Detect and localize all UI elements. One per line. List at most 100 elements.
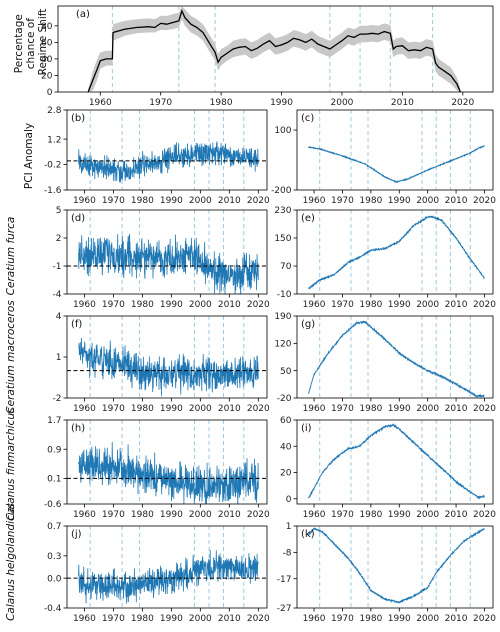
y-tick-label: 230 — [274, 206, 291, 216]
panel-j-ylabel: Calanus helgolandicus — [5, 503, 17, 621]
y-tick-label: 0.1 — [47, 475, 61, 485]
x-tick-label: 1970 — [331, 510, 354, 520]
x-tick-label: 1990 — [160, 196, 183, 206]
panel-a-ylabel: Percentage chance of Regime Shift — [13, 9, 49, 76]
y-tick-label: 80 — [41, 22, 53, 32]
panel-k: 1960 1970 1980 1990 2000 2010 2020 -27 -17 -8 1 (k) — [277, 522, 496, 624]
x-tick-label: 2000 — [189, 300, 212, 310]
y-tick-label: -2 — [53, 394, 62, 404]
panel-f-plot-area — [67, 316, 267, 398]
panel-i: 1960 1970 1980 1990 2000 2010 2020 0 20 40 60 (i) — [280, 416, 496, 520]
y-tick-label: 0 — [286, 495, 292, 505]
anomaly-series-line — [78, 233, 259, 294]
y-tick-label: 1.7 — [47, 416, 61, 426]
x-tick-label: 1970 — [331, 300, 354, 310]
panel-f-ylabel: Ceratium macroceros — [5, 300, 17, 414]
anomaly-series-line — [78, 441, 259, 504]
x-tick-label: 1990 — [388, 300, 411, 310]
x-tick-label: 2010 — [218, 300, 241, 310]
x-tick-label: 2000 — [331, 98, 354, 108]
x-tick-label: 2010 — [445, 404, 468, 414]
x-tick-label: 1980 — [359, 510, 382, 520]
y-tick-label: 1 — [286, 522, 292, 532]
panel-g: 1960 1970 1980 1990 2000 2010 2020 -20 50 120 190 (… — [274, 312, 496, 414]
y-tick-label: -4 — [53, 290, 62, 300]
x-tick-label: 1980 — [359, 196, 382, 206]
y-tick-label: 50 — [280, 367, 292, 377]
panel-b-plot-area — [67, 110, 267, 190]
cumulative-series-line — [308, 320, 485, 398]
y-tick-label: 1.2 — [47, 135, 61, 145]
panel-b-label: (b) — [71, 113, 85, 124]
y-tick-label: 60 — [280, 416, 292, 426]
x-tick-label: 1960 — [73, 404, 96, 414]
panel-e-plot-area — [308, 210, 485, 294]
x-tick-label: 1990 — [160, 510, 183, 520]
cumulative-series-line — [308, 144, 485, 184]
x-tick-label: 1970 — [102, 404, 125, 414]
x-tick-label: 2010 — [218, 614, 241, 624]
x-tick-label: 1960 — [89, 98, 112, 108]
panel-c-frame — [296, 109, 494, 191]
panel-j-label: (j) — [71, 529, 82, 540]
y-tick-label: 100 — [274, 126, 291, 136]
x-tick-label: 1990 — [160, 404, 183, 414]
panel-d-label: (d) — [71, 213, 85, 224]
y-tick-label: 4 — [56, 312, 62, 322]
panel-j-plot-area — [67, 526, 267, 608]
x-tick-label: 2020 — [473, 510, 496, 520]
panel-e-label: (e) — [301, 213, 315, 224]
y-tick-label: -0.4 — [44, 604, 62, 614]
y-tick-label: 2 — [56, 234, 62, 244]
x-tick-label: 2010 — [445, 196, 468, 206]
x-tick-label: 1960 — [73, 196, 96, 206]
confidence-band — [88, 6, 461, 92]
x-tick-label: 1980 — [210, 98, 233, 108]
y-tick-label: 120 — [274, 340, 291, 350]
panel-a-ylabel-line-2: chance of — [25, 18, 37, 70]
x-tick-label: 1970 — [102, 510, 125, 520]
y-tick-label: 2.8 — [47, 106, 62, 116]
y-tick-label: -20 — [277, 394, 292, 404]
x-tick-label: 1980 — [131, 510, 154, 520]
x-tick-label: 1970 — [102, 300, 125, 310]
y-tick-label: 150 — [274, 234, 291, 244]
x-tick-label: 1960 — [73, 300, 96, 310]
panel-a-plot-area — [87, 6, 461, 92]
x-tick-label: 2020 — [247, 196, 270, 206]
panel-f-label: (f) — [71, 319, 82, 330]
x-tick-label: 1960 — [303, 196, 326, 206]
panel-f: 1960 1970 1980 1990 2000 2010 2020 -2 1 4 (f) — [53, 312, 271, 414]
x-tick-label: 1980 — [359, 614, 382, 624]
panel-j-frame — [66, 525, 268, 609]
x-tick-label: 2000 — [189, 510, 212, 520]
y-tick-label: -1 — [53, 262, 62, 272]
panel-j: 1960 1970 1980 1990 2000 2010 2020 -0.4 0.0 0.3 0.… — [44, 522, 270, 624]
x-tick-label: 1990 — [160, 300, 183, 310]
y-tick-label: 40 — [280, 442, 292, 452]
x-tick-label: 1990 — [388, 404, 411, 414]
panel-c: 1960 1970 1980 1990 2000 2010 2020 -200 100 (c) — [271, 109, 496, 206]
x-tick-label: 2020 — [247, 614, 270, 624]
panel-i-label: (i) — [301, 423, 312, 434]
x-tick-label: 2000 — [416, 404, 439, 414]
x-tick-label: 1990 — [270, 98, 293, 108]
x-tick-label: 2010 — [445, 300, 468, 310]
x-tick-label: 2000 — [416, 196, 439, 206]
y-tick-label: -27 — [277, 604, 292, 614]
panel-a: 1960 1970 1980 1990 2000 2010 2020 0 20 40 60 80 (a) — [41, 5, 494, 108]
x-tick-label: 1970 — [331, 614, 354, 624]
x-tick-label: 2020 — [247, 404, 270, 414]
x-tick-label: 1970 — [149, 98, 172, 108]
y-tick-label: 20 — [280, 469, 292, 479]
x-tick-label: 1970 — [102, 196, 125, 206]
panel-d-plot-area — [67, 210, 267, 294]
anomaly-series-line — [78, 549, 259, 604]
x-tick-label: 2000 — [189, 196, 212, 206]
y-tick-label: -1.6 — [44, 186, 62, 196]
panel-d: 1960 1970 1980 1990 2000 2010 2020 -4 -1 2 5 (d) — [53, 206, 271, 310]
panel-e-frame — [296, 209, 494, 295]
x-tick-label: 1970 — [102, 614, 125, 624]
x-tick-label: 2010 — [218, 196, 241, 206]
x-tick-label: 2000 — [416, 300, 439, 310]
